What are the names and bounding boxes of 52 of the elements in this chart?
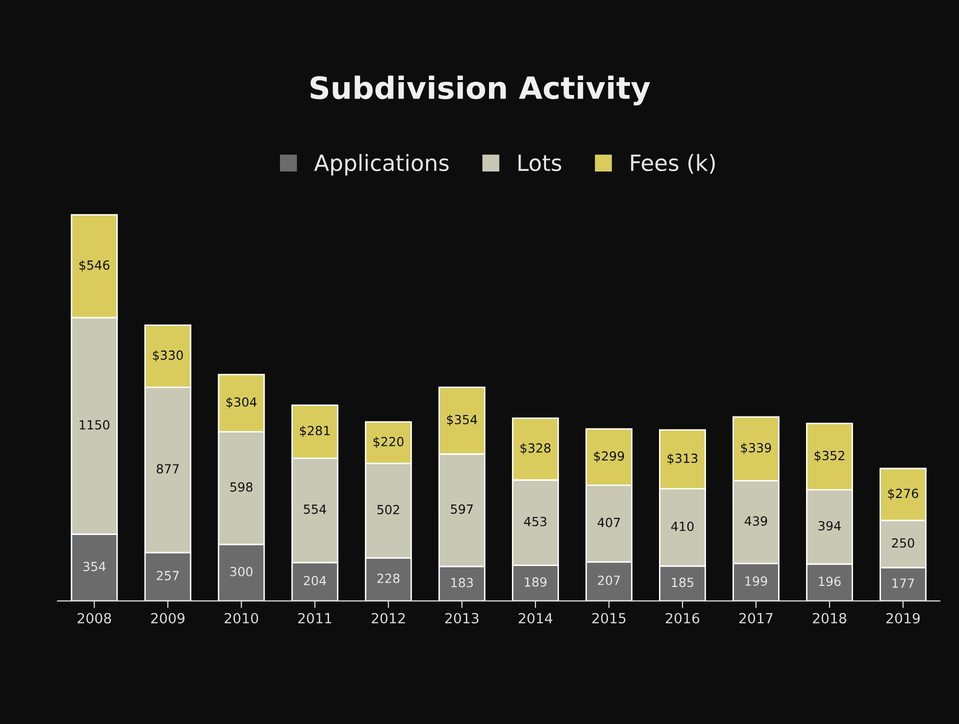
x-tick-label: 2008: [78, 612, 112, 624]
x-tick-label: 2012: [372, 612, 405, 624]
data-label: 394: [818, 521, 841, 531]
data-label: 250: [892, 538, 914, 548]
data-label: $313: [668, 453, 698, 465]
x-tick-label: 2017: [739, 612, 772, 624]
x-tick-label: 2009: [151, 612, 185, 624]
data-label: 598: [230, 482, 252, 492]
x-tick-label: 2013: [445, 612, 478, 624]
data-label: 877: [156, 464, 179, 474]
data-label: 300: [230, 566, 252, 576]
data-label: 257: [156, 570, 179, 580]
data-label: 177: [892, 578, 914, 588]
x-tick-label: 2016: [666, 612, 700, 624]
data-label: 185: [672, 578, 694, 588]
data-label: 228: [377, 574, 400, 584]
legend-label: Applications: [314, 154, 449, 176]
data-label: $220: [374, 436, 404, 448]
x-tick-label: 2014: [518, 612, 552, 624]
data-label: 502: [377, 504, 400, 514]
chart-title: Subdivision Activity: [310, 76, 650, 106]
x-tick-label: 2011: [298, 612, 332, 624]
data-label: 204: [304, 576, 326, 586]
data-label: 554: [304, 504, 326, 514]
x-tick-label: 2015: [592, 612, 626, 624]
data-label: $304: [226, 397, 257, 408]
data-label: 439: [744, 516, 768, 526]
data-label: 189: [524, 577, 546, 587]
data-label: 207: [598, 576, 620, 586]
data-label: $330: [152, 350, 183, 362]
data-label: 354: [83, 562, 106, 572]
data-label: 407: [598, 518, 620, 528]
legend-label: Fees (k): [631, 154, 715, 174]
legend-label: Lots: [518, 154, 562, 172]
data-label: 1150: [80, 420, 110, 430]
data-label: $299: [594, 451, 624, 462]
x-tick-label: 2010: [224, 612, 258, 624]
x-tick-label: 2019: [886, 612, 920, 624]
data-label: $281: [300, 426, 330, 437]
data-label: $354: [447, 414, 478, 426]
data-label: $546: [79, 260, 110, 272]
data-label: $276: [888, 488, 918, 500]
data-label: 410: [671, 522, 694, 532]
data-label: $328: [520, 443, 550, 454]
x-tick-label: 2018: [812, 612, 846, 624]
data-label: $352: [814, 450, 844, 462]
data-label: 453: [524, 516, 546, 526]
data-label: 183: [451, 578, 473, 588]
data-label: 199: [745, 576, 768, 586]
data-label: 196: [818, 576, 841, 586]
data-label: 597: [450, 504, 473, 514]
data-label: $339: [741, 442, 772, 454]
